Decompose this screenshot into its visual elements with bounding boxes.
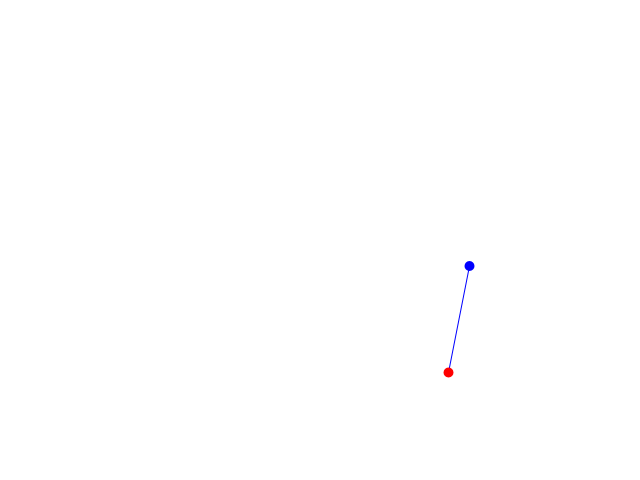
- connecting-line: [448, 265, 470, 373]
- red-point[interactable]: [443, 367, 454, 378]
- blue-point[interactable]: [464, 261, 475, 271]
